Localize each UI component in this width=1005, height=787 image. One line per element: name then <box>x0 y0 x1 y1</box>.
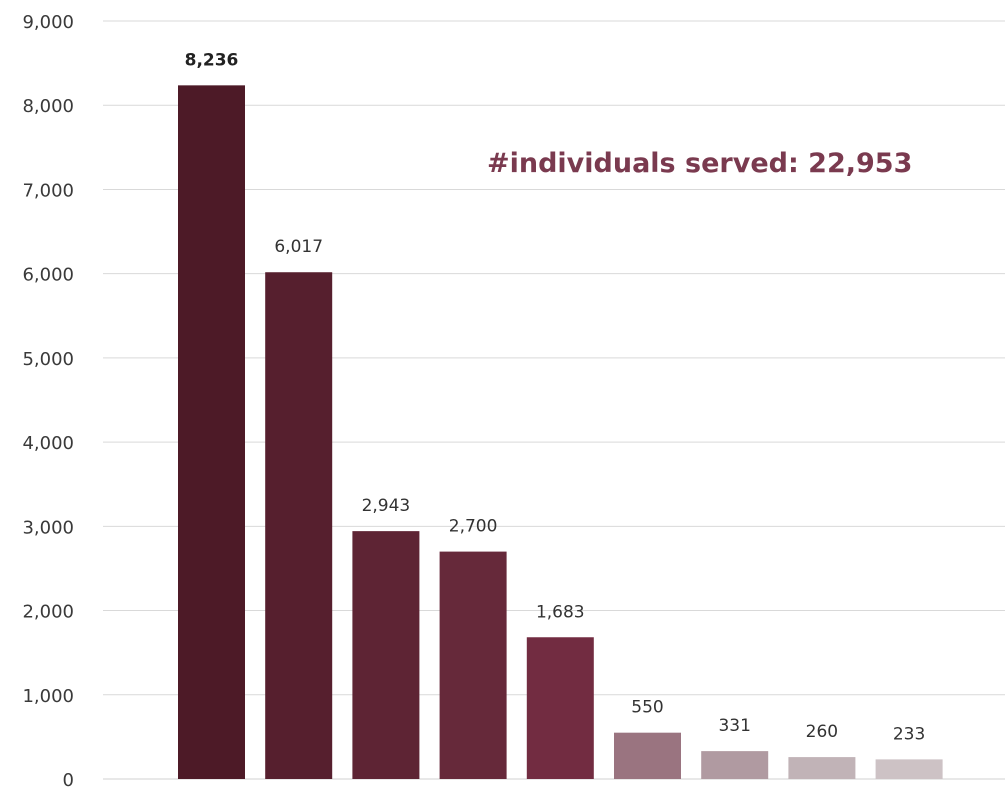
bar <box>788 757 856 779</box>
bars <box>178 85 943 780</box>
y-tick-label: 6,000 <box>22 265 74 286</box>
data-labels: 8,236 6,017 2,943 2,700 1,683 550 331 260 233 <box>185 50 926 744</box>
bar <box>875 759 943 779</box>
bar <box>178 85 245 780</box>
y-tick-label: 1,000 <box>22 686 74 707</box>
y-tick-label: 5,000 <box>22 349 74 370</box>
y-tick-label: 9,000 <box>22 12 74 33</box>
bar <box>614 732 681 779</box>
bar-value-label: 550 <box>631 698 663 718</box>
bar <box>439 551 507 779</box>
bar-value-label: 331 <box>718 716 750 736</box>
bar <box>352 531 420 779</box>
bar-value-label: 233 <box>893 724 925 744</box>
bar-value-label: 2,943 <box>362 496 411 516</box>
bar <box>265 272 333 779</box>
y-tick-label: 7,000 <box>22 180 74 201</box>
bar-value-label: 6,017 <box>274 237 323 257</box>
individuals-served-annotation: #individuals served: 22,953 <box>487 148 912 179</box>
y-tick-label: 8,000 <box>22 96 74 117</box>
bar-value-label: 2,700 <box>449 517 498 537</box>
bar <box>526 637 594 779</box>
bar <box>701 751 769 779</box>
y-tick-label: 2,000 <box>22 602 74 623</box>
y-tick-label: 4,000 <box>22 433 74 454</box>
y-tick-label: 0 <box>63 770 74 787</box>
bar-value-label: 1,683 <box>536 602 585 622</box>
y-axis-tick-labels: 0 1,000 2,000 3,000 4,000 5,000 6,000 7,000 8,00… <box>22 12 74 787</box>
gridlines <box>103 20 1005 780</box>
y-tick-label: 3,000 <box>22 517 74 538</box>
bar-value-label: 260 <box>806 722 838 742</box>
bar-value-label: 8,236 <box>185 50 239 70</box>
